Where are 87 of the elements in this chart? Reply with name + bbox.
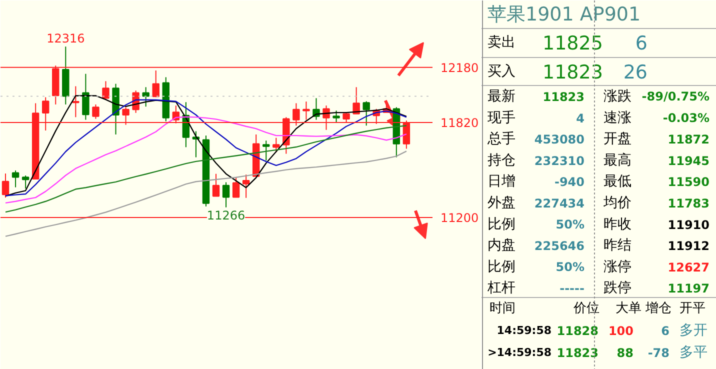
candlestick	[22, 175, 30, 190]
text: 11912	[668, 239, 710, 254]
text: 均价	[602, 195, 632, 211]
text: 昨结	[604, 238, 632, 254]
text: 11590	[668, 175, 710, 190]
text: 11823	[542, 62, 603, 84]
text: 昨收	[604, 216, 632, 232]
y-tick-label: 11820	[440, 116, 479, 130]
text: 最低	[604, 174, 632, 190]
text: 4	[576, 111, 585, 126]
text: 11823	[556, 346, 598, 360]
text: 比例	[488, 258, 516, 275]
text: -0.03%	[662, 110, 710, 125]
text: 50%	[556, 217, 585, 232]
text: 内盘	[488, 238, 516, 254]
text: 11825	[542, 32, 603, 54]
candlestick	[262, 140, 270, 161]
text: 杠杆	[486, 280, 516, 296]
text: 100	[608, 324, 634, 338]
annotation: 12316	[46, 32, 85, 46]
text: 价位	[572, 301, 600, 316]
text: 多开	[680, 322, 708, 338]
candlestick	[212, 173, 220, 197]
text: 持仓	[488, 152, 516, 168]
text: 11910	[668, 218, 710, 232]
text: 多平	[680, 344, 708, 360]
text: 时间	[490, 301, 516, 316]
text: 88	[616, 346, 634, 360]
candlestick	[352, 86, 360, 114]
text: -----	[560, 282, 585, 296]
annotation: 11266	[206, 208, 246, 222]
candlestick	[92, 104, 100, 120]
text: -89/0.75%	[642, 90, 710, 104]
text: 6	[635, 32, 648, 54]
text: -940	[554, 175, 584, 190]
candlestick	[362, 100, 370, 126]
text: 涨停	[604, 258, 632, 275]
text: 11945	[668, 154, 710, 168]
text: >14:59:58	[488, 346, 552, 359]
candlestick	[332, 110, 340, 123]
candlestick	[222, 182, 230, 208]
y-tick-label: 11200	[440, 210, 479, 225]
text: 11197	[668, 282, 710, 296]
text: -78	[648, 346, 670, 360]
text: 卖出	[488, 34, 516, 50]
candlestick	[302, 101, 310, 120]
text: 6	[661, 324, 670, 338]
candlestick	[272, 137, 280, 153]
y-tick-label: 12180	[440, 60, 479, 75]
text: 453080	[534, 132, 585, 147]
text: 232310	[534, 154, 585, 168]
candlestick	[12, 170, 20, 188]
candlestick	[2, 173, 10, 198]
text: 大单	[616, 301, 642, 316]
text: 开盘	[604, 131, 632, 148]
text: 涨跌	[604, 88, 632, 104]
candlestick	[152, 70, 160, 98]
candlestick	[242, 174, 250, 198]
candlestick	[72, 86, 80, 118]
text: 外盘	[488, 195, 516, 211]
text: 50%	[556, 260, 585, 274]
candlestick	[142, 86, 150, 108]
text: 26	[623, 62, 648, 84]
text: 11823	[542, 90, 584, 104]
candlestick	[102, 80, 110, 100]
text: 最高	[604, 152, 632, 168]
text: 现手	[488, 110, 516, 126]
text: 比例	[488, 216, 516, 232]
text: 跌停	[604, 280, 632, 296]
candlestick	[82, 73, 90, 120]
text: 14:59:58	[496, 324, 552, 337]
text: 增仓	[644, 301, 672, 316]
text: 速涨	[604, 110, 632, 126]
text: 最新	[488, 88, 516, 104]
text: 日增	[488, 174, 516, 190]
text: 买入	[488, 64, 516, 80]
text: 苹果1901 AP901	[488, 4, 641, 26]
text: 总手	[486, 131, 516, 148]
candlestick	[232, 176, 240, 198]
text: 11828	[556, 324, 598, 338]
text: 227434	[534, 196, 585, 210]
line-series	[4, 150, 408, 237]
text: 12627	[668, 260, 710, 274]
text: 开平	[680, 301, 706, 316]
text: 11872	[668, 132, 710, 147]
text: 225646	[534, 239, 585, 254]
text: 11783	[668, 196, 710, 210]
